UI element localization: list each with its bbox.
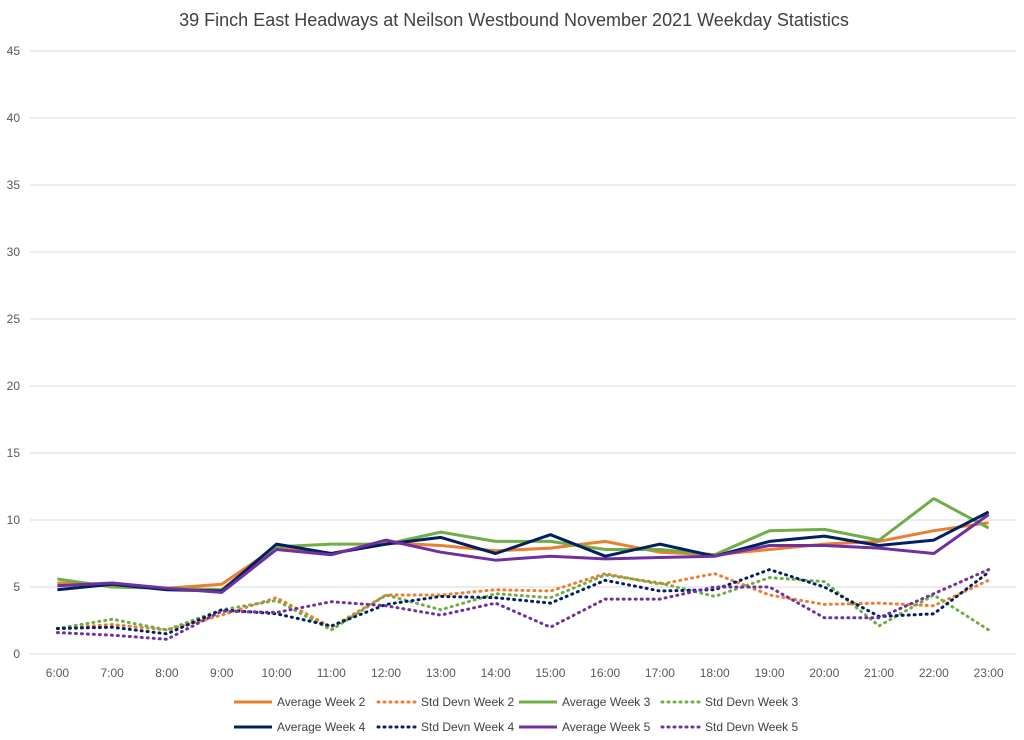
legend-label: Average Week 2: [277, 695, 366, 709]
x-tick-label: 11:00: [317, 666, 346, 680]
y-tick-label: 45: [7, 44, 21, 58]
y-tick-label: 25: [7, 312, 21, 326]
x-tick-label: 13:00: [426, 666, 456, 680]
x-tick-label: 9:00: [210, 666, 234, 680]
gridlines: [30, 50, 1016, 655]
y-tick-label: 20: [7, 379, 21, 393]
x-tick-label: 19:00: [754, 666, 784, 680]
legend-label: Std Devn Week 2: [421, 695, 514, 709]
x-tick-label: 6:00: [46, 666, 70, 680]
x-tick-label: 12:00: [371, 666, 401, 680]
x-tick-label: 15:00: [535, 666, 565, 680]
chart-title: 39 Finch East Headways at Neilson Westbo…: [179, 10, 849, 30]
legend: Average Week 2 Std Devn Week 2 Average Wee…: [234, 695, 798, 734]
legend-label: Std Devn Week 4: [421, 720, 514, 734]
legend-label: Average Week 3: [562, 695, 651, 709]
series-line-0: [57, 521, 989, 590]
legend-label: Std Devn Week 5: [705, 720, 798, 734]
y-tick-label: 10: [7, 513, 21, 527]
x-tick-label: 17:00: [645, 666, 675, 680]
x-tick-label: 16:00: [590, 666, 620, 680]
y-tick-label: 0: [13, 647, 20, 661]
y-tick-label: 30: [7, 245, 21, 259]
x-tick-label: 21:00: [864, 666, 894, 680]
x-tick-label: 10:00: [261, 666, 291, 680]
y-tick-label: 35: [7, 178, 21, 192]
x-tick-label: 20:00: [809, 666, 839, 680]
x-tick-label: 22:00: [919, 666, 949, 680]
y-tick-label: 5: [13, 580, 20, 594]
x-tick-label: 23:00: [974, 666, 1004, 680]
x-axis-tick-labels: 6:00 7:00 8:00 9:00 10:00 11:00 12:00 13:00 14:0…: [46, 666, 1004, 680]
y-tick-label: 15: [7, 446, 21, 460]
x-tick-label: 14:00: [481, 666, 511, 680]
series-line-3: [55, 573, 991, 632]
series-line-1: [55, 572, 991, 632]
series-lines: [55, 497, 991, 641]
y-axis-tick-labels: 0 5 10 15 20 25 30 35 40 45: [7, 44, 21, 661]
x-tick-label: 18:00: [700, 666, 730, 680]
x-tick-label: 7:00: [100, 666, 124, 680]
series-line-4: [57, 510, 990, 593]
legend-label: Average Week 5: [562, 720, 651, 734]
legend-label: Average Week 4: [277, 720, 366, 734]
series-line-6: [57, 513, 990, 594]
legend-label: Std Devn Week 3: [705, 695, 798, 709]
series-line-7: [55, 568, 991, 641]
x-tick-label: 8:00: [155, 666, 179, 680]
y-tick-label: 40: [7, 111, 21, 125]
